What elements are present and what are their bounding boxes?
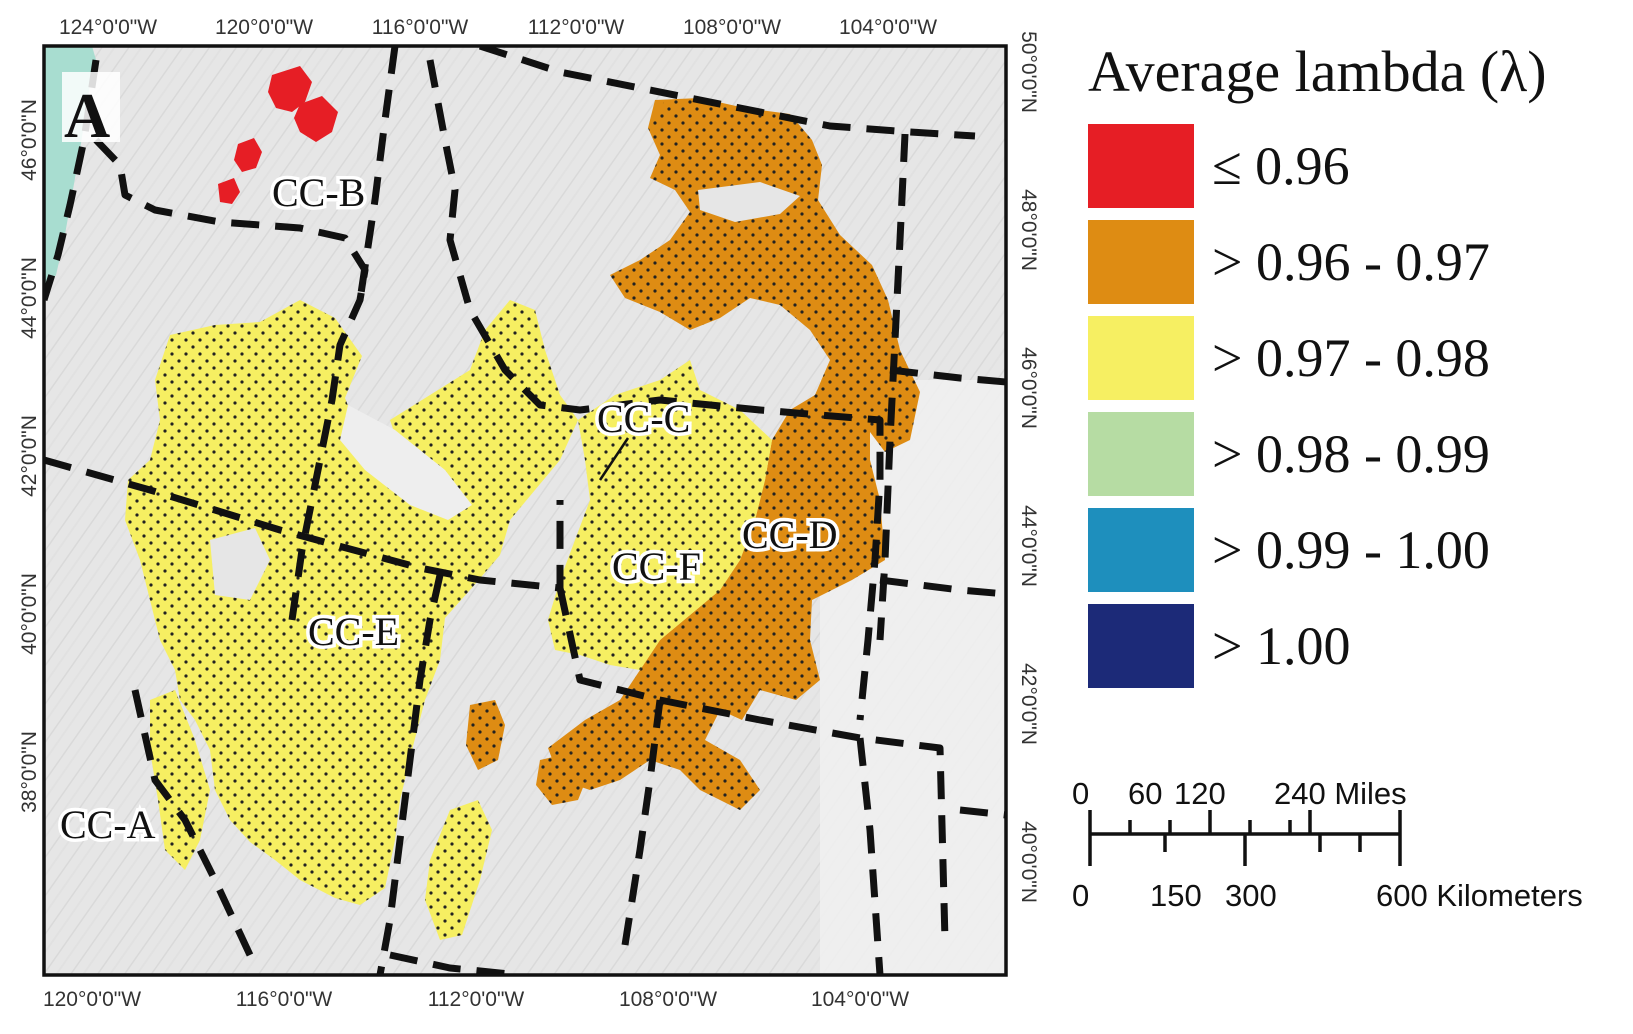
orange-habitat-region xyxy=(466,98,920,810)
legend-swatch-navy xyxy=(1088,603,1194,688)
legend-item: > 0.96 - 0.97 xyxy=(1088,214,1608,310)
legend-label: > 1.00 xyxy=(1212,615,1351,676)
legend-label: > 0.96 - 0.97 xyxy=(1212,231,1490,292)
scale-km-tick-label: 150 xyxy=(1150,878,1202,913)
legend-swatch-red xyxy=(1088,123,1194,208)
scale-miles-tick-label: 240 Miles xyxy=(1274,776,1407,811)
zone-label-cc-e: CC-E xyxy=(308,609,399,654)
scale-km-tick-label: 600 Kilometers xyxy=(1376,878,1583,913)
coordinate-tick-label: 48°0'0"N xyxy=(1017,189,1040,271)
legend-swatch-light-green xyxy=(1088,411,1194,496)
coordinate-tick-label: 108°0'0"W xyxy=(683,16,781,39)
legend-swatch-teal-blue xyxy=(1088,507,1194,592)
legend-label: ≤ 0.96 xyxy=(1212,135,1350,196)
coordinate-tick-label: 104°0'0"W xyxy=(811,988,909,1011)
coordinate-tick-label: 116°0'0"W xyxy=(236,988,333,1011)
habitat-patch-red xyxy=(294,96,338,142)
coordinate-tick-label: 40°0'0"N xyxy=(18,573,41,655)
legend: Average lambda (λ) ≤ 0.96 > 0.96 - 0.97 … xyxy=(1088,40,1608,694)
scale-miles-tick-label: 0 xyxy=(1072,776,1089,811)
panel-letter: A xyxy=(64,80,110,151)
zone-label-cc-d: CC-D xyxy=(742,512,838,557)
coordinate-tick-label: 108°0'0"W xyxy=(619,988,717,1011)
zone-label-cc-b: CC-B xyxy=(272,170,365,215)
cc-c-leader-line xyxy=(598,437,630,481)
panel-letter-box xyxy=(62,72,120,142)
scale-km-tick-label: 0 xyxy=(1072,878,1089,913)
coordinate-tick-label: 44°0'0"N xyxy=(18,257,41,339)
map-frame xyxy=(42,44,1008,977)
scale-km-tick-label: 300 xyxy=(1225,878,1277,913)
legend-swatch-orange xyxy=(1088,219,1194,304)
coordinate-tick-label: 38°0'0"N xyxy=(18,731,41,813)
habitat-patch-red xyxy=(268,66,312,112)
legend-title: Average lambda (λ) xyxy=(1088,39,1547,104)
left-latitude-ticks: 46°0'0"N 44°0'0"N 42°0'0"N 40°0'0"N 38°0'0"N xyxy=(18,99,41,813)
coordinate-tick-label: 124°0'0"W xyxy=(59,16,157,39)
zone-label-cc-c: CC-C xyxy=(597,396,690,441)
coordinate-tick-label: 46°0'0"N xyxy=(18,99,41,181)
bottom-longitude-ticks: 120°0'0"W 116°0'0"W 112°0'0"W 108°0'0"W 104°… xyxy=(43,988,909,1011)
legend-swatch-yellow xyxy=(1088,315,1194,400)
scale-bar-line xyxy=(1088,810,1402,866)
coordinate-tick-label: 120°0'0"W xyxy=(43,988,141,1011)
coordinate-tick-label: 44°0'0"N xyxy=(1017,505,1040,587)
legend-item: > 0.98 - 0.99 xyxy=(1088,406,1608,502)
yellow-habitat-region xyxy=(125,300,772,940)
legend-item: > 0.99 - 1.00 xyxy=(1088,502,1608,598)
legend-label: > 0.98 - 0.99 xyxy=(1212,423,1490,484)
zone-label-cc-f: CC-F xyxy=(612,544,701,589)
coordinate-tick-label: 116°0'0"W xyxy=(372,16,469,39)
coordinate-tick-label: 50°0'0"N xyxy=(1017,31,1040,113)
legend-item: ≤ 0.96 xyxy=(1088,118,1608,214)
management-zone-boundaries xyxy=(44,46,1006,975)
map-area xyxy=(44,46,1006,975)
coordinate-tick-label: 42°0'0"N xyxy=(1017,663,1040,745)
legend-label: > 0.99 - 1.00 xyxy=(1212,519,1490,580)
scale-bar: 0 60 120 240 Miles 0 150 300 600 Kilomet… xyxy=(1072,776,1583,913)
coordinate-tick-label: 42°0'0"N xyxy=(18,415,41,497)
habitat-patch-red xyxy=(218,178,240,204)
coordinate-tick-label: 40°0'0"N xyxy=(1017,821,1040,903)
top-longitude-ticks: 124°0'0"W 120°0'0"W 116°0'0"W 112°0'0"W 108°… xyxy=(59,16,937,39)
legend-label: > 0.97 - 0.98 xyxy=(1212,327,1490,388)
coordinate-tick-label: 112°0'0"W xyxy=(428,988,525,1011)
coordinate-tick-label: 104°0'0"W xyxy=(839,16,937,39)
right-latitude-ticks: 50°0'0"N 48°0'0"N 46°0'0"N 44°0'0"N 42°0'0"N… xyxy=(1017,31,1040,903)
legend-item: > 0.97 - 0.98 xyxy=(1088,310,1608,406)
coordinate-tick-label: 112°0'0"W xyxy=(528,16,625,39)
scale-miles-tick-label: 60 xyxy=(1128,776,1162,811)
coordinate-tick-label: 46°0'0"N xyxy=(1017,347,1040,429)
legend-item: > 1.00 xyxy=(1088,598,1608,694)
zone-label-cc-a: CC-A xyxy=(60,802,156,847)
scale-miles-tick-label: 120 xyxy=(1174,776,1226,811)
zone-cc-b-habitat xyxy=(218,66,338,204)
habitat-patch-red xyxy=(234,138,262,172)
coordinate-tick-label: 120°0'0"W xyxy=(215,16,313,39)
